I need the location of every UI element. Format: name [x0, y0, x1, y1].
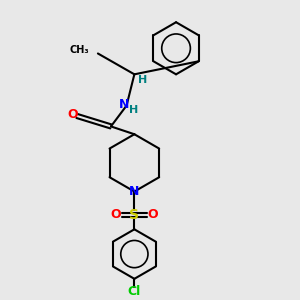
Text: O: O	[147, 208, 158, 221]
Text: H: H	[138, 74, 147, 85]
Text: N: N	[119, 98, 129, 111]
Text: N: N	[129, 185, 140, 198]
Text: O: O	[67, 108, 78, 121]
Text: Cl: Cl	[128, 285, 141, 298]
Text: O: O	[111, 208, 122, 221]
Text: S: S	[129, 208, 140, 222]
Text: CH₃: CH₃	[69, 45, 89, 55]
Text: H: H	[129, 105, 139, 115]
